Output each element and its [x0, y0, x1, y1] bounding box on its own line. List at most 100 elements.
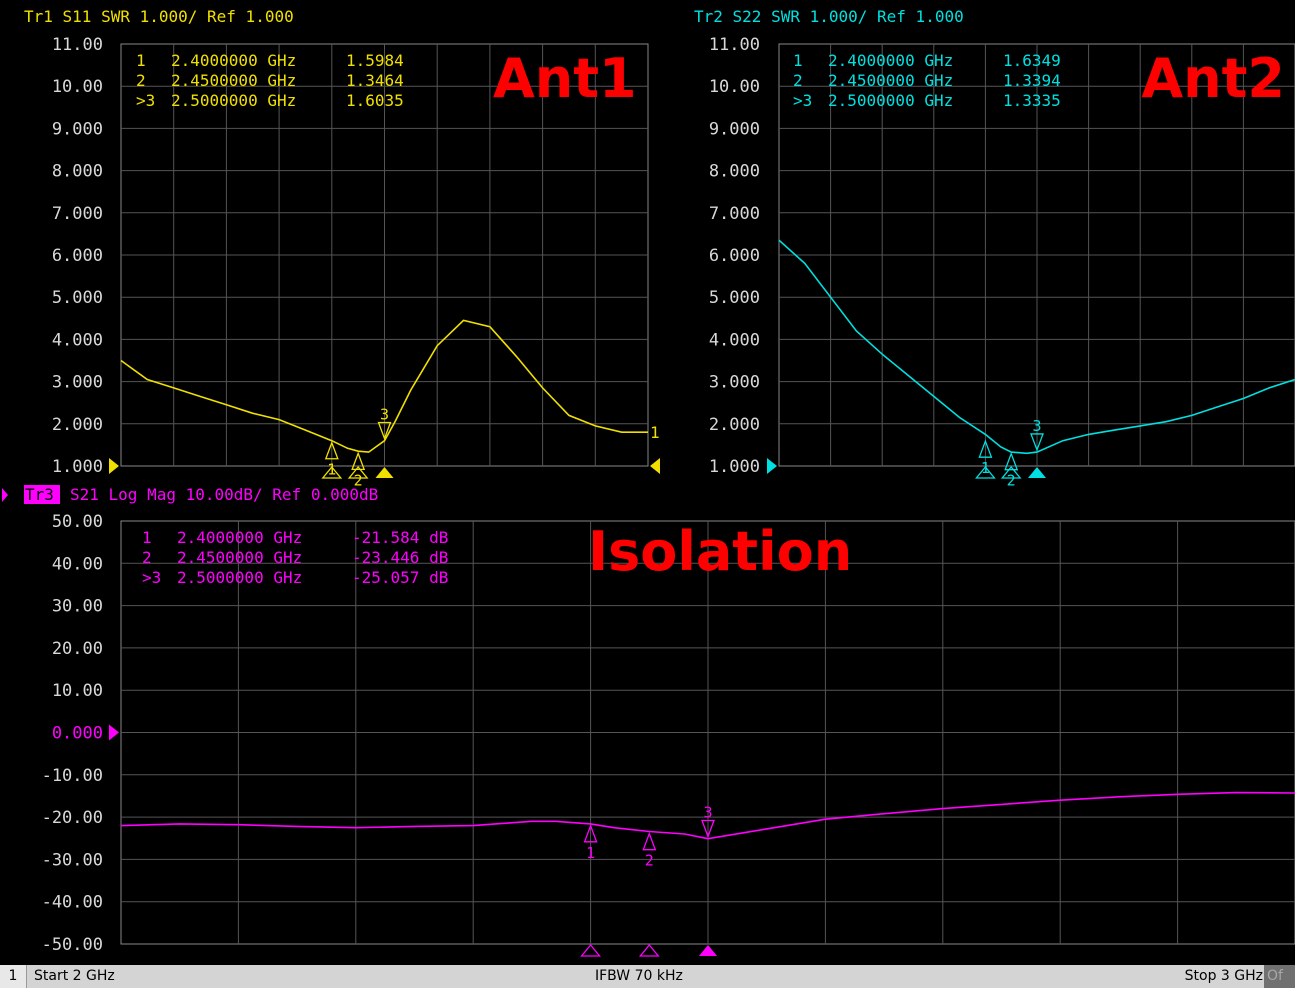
marker-table-value: -21.584 dB — [352, 528, 448, 547]
reference-level-arrow — [767, 458, 777, 474]
marker-label: 2 — [1007, 472, 1016, 490]
marker-label: 2 — [354, 471, 363, 489]
panel-annotation: Ant1 — [493, 47, 637, 110]
active-trace-arrow — [2, 488, 8, 502]
marker-table-id: 1 — [136, 51, 146, 70]
y-tick-label: -10.00 — [42, 766, 103, 786]
marker-triangle — [583, 823, 598, 843]
trace-title: S21 Log Mag 10.00dB/ Ref 0.000dB — [70, 485, 378, 504]
panel-annotation: Ant2 — [1141, 47, 1285, 110]
active-marker-position-indicator — [375, 467, 394, 478]
marker-triangle — [351, 451, 366, 471]
marker-label: 1 — [327, 461, 336, 479]
y-tick-label: 2.000 — [52, 415, 103, 435]
trace-line — [120, 319, 648, 453]
marker-position-indicator — [580, 943, 601, 957]
y-tick-label: 11.00 — [709, 35, 760, 55]
y-tick-label: 3.000 — [52, 373, 103, 393]
marker-position-indicator — [321, 465, 343, 479]
marker-table-value: -25.057 dB — [352, 568, 448, 587]
y-tick-label: 1.000 — [52, 457, 103, 477]
y-tick-label: 20.00 — [52, 639, 103, 659]
marker-table-frequency: 2.5000000 GHz — [177, 568, 302, 587]
marker-table-frequency: 2.4500000 GHz — [177, 548, 302, 567]
marker-label: 3 — [1032, 417, 1041, 435]
y-tick-label: 6.000 — [709, 246, 760, 266]
y-tick-label: 3.000 — [709, 373, 760, 393]
y-tick-label: 11.00 — [52, 35, 103, 55]
y-tick-label: 5.000 — [52, 288, 103, 308]
marker-position-indicator — [975, 465, 996, 479]
y-tick-label: 40.00 — [52, 554, 103, 574]
active-marker-position-indicator — [1028, 467, 1046, 478]
y-tick-label: 10.00 — [709, 77, 760, 97]
y-tick-label: 9.000 — [709, 119, 760, 139]
marker-table-value: 1.3464 — [346, 71, 404, 90]
start-frequency[interactable]: Start 2 GHz — [34, 968, 115, 984]
stop-frequency[interactable]: Stop 3 GHz — [1184, 968, 1263, 984]
trace-title: Tr1 S11 SWR 1.000/ Ref 1.000 — [24, 7, 294, 26]
marker-table-id: >3 — [142, 568, 161, 587]
y-tick-label: 0.000 — [52, 724, 103, 744]
marker-table-id: >3 — [136, 91, 155, 110]
trace-line — [778, 239, 1295, 455]
marker-table-value: 1.3335 — [1003, 91, 1061, 110]
y-tick-label: 10.00 — [52, 681, 103, 701]
status-extra[interactable]: Of — [1264, 965, 1295, 988]
trace-title-tag: Tr3 — [25, 485, 54, 504]
y-tick-label: 8.000 — [709, 162, 760, 182]
marker-label: 1 — [981, 459, 990, 477]
y-tick-label: 2.000 — [709, 415, 760, 435]
y-tick-label: 9.000 — [52, 119, 103, 139]
y-tick-label: 7.000 — [52, 204, 103, 224]
marker-table-value: 1.5984 — [346, 51, 404, 70]
marker-table-frequency: 2.4000000 GHz — [171, 51, 296, 70]
panel-annotation: Isolation — [588, 520, 852, 583]
marker-table-id: 2 — [793, 71, 803, 90]
marker-table-frequency: 2.5000000 GHz — [828, 91, 953, 110]
marker-label: 3 — [703, 803, 712, 821]
trace-end-label: 1 — [650, 423, 660, 442]
active-trace-tag-bg — [24, 485, 60, 504]
marker-table-id: 2 — [136, 71, 146, 90]
y-tick-label: 8.000 — [52, 162, 103, 182]
trace-line — [120, 791, 1295, 840]
y-tick-label: -20.00 — [42, 808, 103, 828]
marker-label: 2 — [645, 852, 654, 870]
status-bar: 1 Start 2 GHz IFBW 70 kHz Stop 3 GHz Of — [0, 965, 1295, 988]
chart-panel-3: 50.00 40.00 30.00 20.00 10.00 0.000 -10.00 -20.… — [2, 485, 1295, 957]
marker-triangle — [642, 831, 657, 851]
marker-table-value: 1.6035 — [346, 91, 404, 110]
marker-table-frequency: 2.4500000 GHz — [828, 71, 953, 90]
ifbw-setting[interactable]: IFBW 70 kHz — [595, 968, 683, 984]
channel-number[interactable]: 1 — [0, 965, 27, 988]
marker-table-id: >3 — [793, 91, 812, 110]
marker-table-frequency: 2.4000000 GHz — [828, 51, 953, 70]
marker-label: 3 — [380, 406, 389, 424]
y-tick-label: 1.000 — [709, 457, 760, 477]
marker-table-id: 1 — [142, 528, 152, 547]
marker-table-frequency: 2.4000000 GHz — [177, 528, 302, 547]
marker-triangle — [1004, 451, 1019, 471]
y-tick-label: -50.00 — [42, 935, 103, 955]
y-tick-label: 10.00 — [52, 77, 103, 97]
chart-panel-2: 11.00 10.00 9.000 8.000 7.000 6.000 5.000 4.000… — [694, 7, 1295, 490]
y-tick-label: 7.000 — [709, 204, 760, 224]
y-tick-label: 4.000 — [52, 330, 103, 350]
trace-title: Tr2 S22 SWR 1.000/ Ref 1.000 — [694, 7, 964, 26]
reference-level-arrow-right — [650, 458, 660, 474]
marker-table-frequency: 2.4500000 GHz — [171, 71, 296, 90]
y-tick-label: 6.000 — [52, 246, 103, 266]
y-tick-label: 5.000 — [709, 288, 760, 308]
marker-table-frequency: 2.5000000 GHz — [171, 91, 296, 110]
active-marker-triangle — [701, 819, 715, 839]
marker-position-indicator — [1000, 465, 1022, 479]
chart-panel-1: 11.00 10.00 9.000 8.000 7.000 6.000 5.000 4.000… — [24, 7, 660, 489]
y-tick-label: 50.00 — [52, 512, 103, 532]
y-tick-label: -30.00 — [42, 850, 103, 870]
marker-triangle — [978, 439, 993, 458]
y-tick-label: 30.00 — [52, 597, 103, 617]
marker-triangle — [324, 440, 339, 460]
marker-position-indicator — [638, 943, 660, 957]
